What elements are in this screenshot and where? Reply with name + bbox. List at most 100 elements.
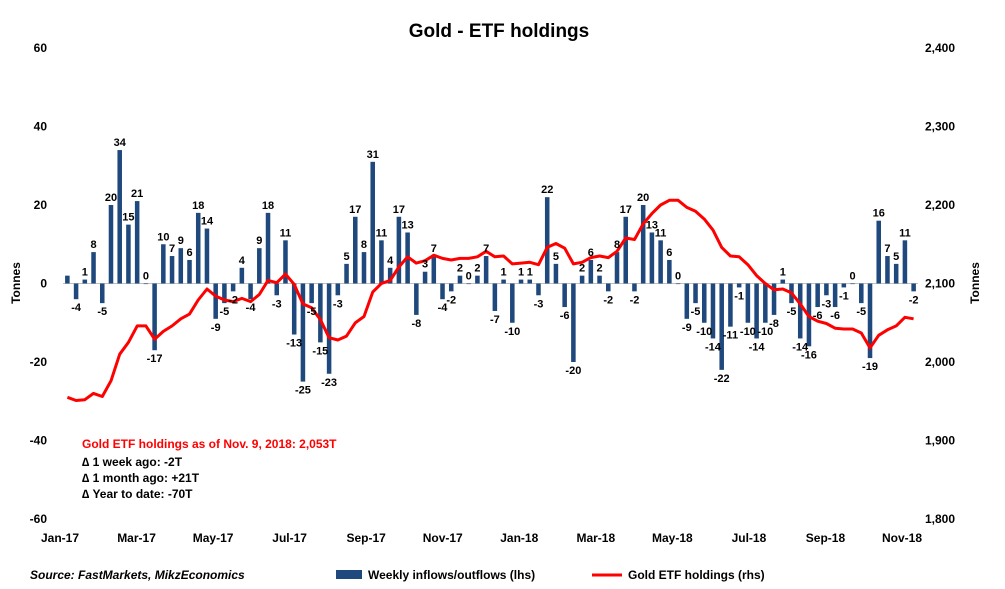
bar-data-label: 7 [169,243,175,255]
bar [213,283,218,319]
bar [701,283,707,323]
bar [344,263,349,284]
bar [161,244,166,284]
bar-data-label: 8 [614,239,620,251]
bar-data-label: 0 [675,271,681,283]
left-tick-label: -40 [30,434,48,448]
bar-data-label: 14 [201,216,214,228]
right-axis-label: Tonnes [968,262,982,304]
bar-data-label: -22 [714,373,730,385]
bar-data-label: 11 [899,227,911,239]
bar-data-label: 18 [192,200,204,212]
right-tick-label: 2,400 [925,41,955,55]
bar [222,283,227,304]
bar-data-label: 13 [646,219,658,231]
bar-data-label: -3 [272,298,282,310]
bar [187,259,192,284]
bar-data-label: -14 [749,341,766,353]
summary-month: ∆ 1 month ago: +21T [82,471,200,485]
bar-data-label: -4 [246,302,257,314]
bar-data-label: -8 [769,318,779,330]
bar-data-label: -5 [691,306,701,318]
right-tick-label: 2,300 [925,120,955,134]
bar [169,256,175,284]
bar [309,283,314,304]
bar [361,252,367,284]
bar [553,263,559,284]
holdings-line [66,198,914,402]
bar-data-label: 31 [367,149,379,161]
x-tick-label: May-18 [652,531,693,545]
bar [623,216,628,284]
bar-data-label: 21 [131,188,143,200]
right-tick-label: 2,000 [925,355,955,369]
right-tick-label: 1,900 [925,434,955,448]
bar-data-label: 7 [884,243,890,255]
bar-data-label: 10 [157,231,169,243]
bar [82,279,88,284]
bar-series [65,150,916,382]
bar-data-label: 0 [143,271,149,283]
bar [832,283,838,308]
bar-data-label: -1 [839,290,849,302]
bar-data-label: -5 [307,306,317,318]
right-axis: 2,400 2,300 2,200 2,100 2,000 1,900 1,800 [925,41,955,526]
bar-data-label: -23 [321,377,337,389]
right-tick-label: 2,100 [925,277,955,291]
bar [126,224,131,284]
bar [562,283,567,308]
bar-data-label: 1 [82,267,88,279]
bar [230,283,236,292]
bar [466,283,471,285]
x-tick-label: Sep-18 [806,531,846,545]
bar [588,259,594,284]
bar [649,232,655,284]
bar-data-label: 1 [527,267,533,279]
bar-data-label: 17 [620,204,632,216]
bar [632,283,637,292]
bar [797,283,803,339]
bar-data-label: 6 [588,247,594,259]
bar [483,256,489,284]
bar [318,283,323,343]
bar-data-label: -2 [603,294,613,306]
bar [457,275,463,284]
bar [353,216,358,284]
bar [91,252,96,284]
bar [414,283,419,315]
bar-data-label: -19 [862,361,878,373]
bar-data-label: 13 [401,219,413,231]
bar [876,220,882,284]
bar [693,283,698,304]
bar [448,283,454,292]
bar-data-label: 1 [780,267,786,279]
bar [283,240,288,284]
bar-data-label: -5 [856,306,866,318]
bar-data-label: -4 [438,302,449,314]
legend-label-line: Gold ETF holdings (rhs) [628,568,765,582]
bar [579,275,585,284]
line-series [66,198,914,402]
x-tick-label: Jan-18 [500,531,538,545]
right-tick-label: 1,800 [925,512,955,526]
x-tick-label: May-17 [193,531,234,545]
bar-data-label: -11 [723,330,738,342]
left-tick-label: 40 [34,120,48,134]
bar [885,256,890,284]
bar-data-label: 17 [349,204,361,216]
bar-data-label: 2 [474,263,480,275]
bar [300,283,306,382]
bar-data-label: 9 [178,235,184,247]
bar [178,248,184,284]
bar-data-label: -3 [822,298,832,310]
left-tick-label: 0 [40,277,47,291]
bar [859,283,864,304]
x-tick-label: Jan-17 [41,531,79,545]
bar-data-label: 8 [90,239,96,251]
bar [640,205,646,284]
bar [763,283,768,323]
bar [387,267,393,284]
bar-data-label: 11 [280,227,292,239]
bar-data-label: -1 [734,290,744,302]
